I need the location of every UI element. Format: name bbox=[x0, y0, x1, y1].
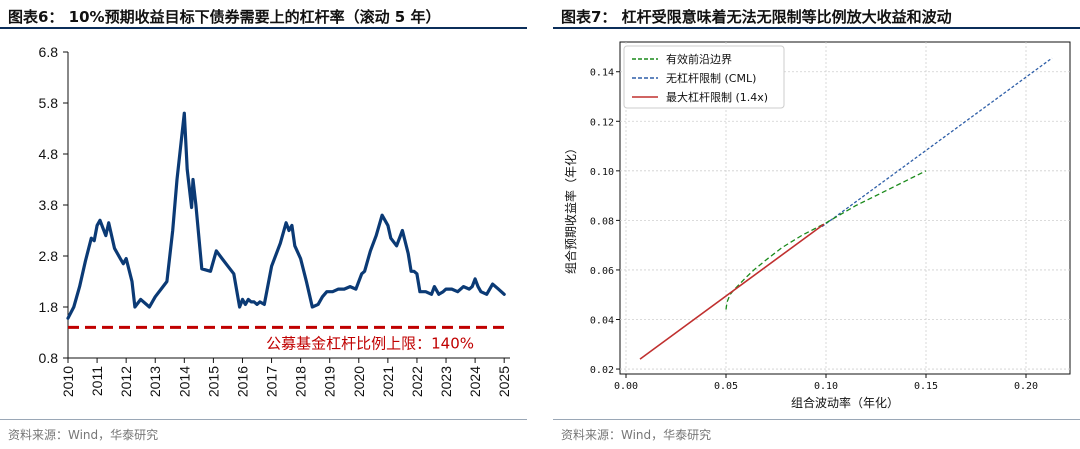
right-plot-frame bbox=[619, 41, 1071, 375]
legend-label-0: 有效前沿边界 bbox=[666, 52, 732, 66]
left-y-tick-label: 2.8 bbox=[39, 248, 59, 264]
left-x-tick-label: 2015 bbox=[205, 366, 221, 397]
right-x-tick-label: 0.05 bbox=[714, 381, 738, 392]
right-x-tick-label: 0.00 bbox=[614, 381, 638, 392]
right-y-tick-label: 0.12 bbox=[590, 117, 614, 128]
left-x-tick-label: 2013 bbox=[147, 366, 163, 397]
left-title-rule bbox=[0, 27, 527, 29]
right-title-rule bbox=[553, 27, 1080, 29]
right-y-tick-label: 0.14 bbox=[590, 68, 614, 79]
left-x-tick-label: 2012 bbox=[118, 366, 134, 397]
left-x-tick-label: 2011 bbox=[89, 366, 105, 396]
left-x-tick-label: 2022 bbox=[409, 366, 425, 397]
right-x-axis-label: 组合波动率（年化） bbox=[791, 395, 899, 410]
right-y-tick-label: 0.08 bbox=[590, 216, 614, 227]
leverage-cap-label: 公募基金杠杆比例上限：140% bbox=[266, 334, 474, 352]
left-x-tick-label: 2016 bbox=[234, 366, 250, 397]
left-x-tick-label: 2014 bbox=[176, 366, 192, 397]
left-y-tick-label: 5.8 bbox=[39, 95, 59, 111]
right-bottom-rule bbox=[553, 419, 1080, 420]
left-bottom-rule bbox=[0, 419, 527, 420]
left-x-tick-label: 2023 bbox=[438, 366, 454, 397]
right-y-axis-label: 组合预期收益率（年化） bbox=[563, 142, 578, 274]
series-line-1 bbox=[821, 57, 1053, 228]
series-line-2 bbox=[639, 223, 825, 360]
left-x-tick-label: 2024 bbox=[467, 366, 483, 397]
left-y-tick-label: 1.8 bbox=[39, 299, 59, 315]
left-chart-title: 图表6： 10%预期收益目标下债券需要上的杠杆率（滚动 5 年） bbox=[8, 8, 441, 26]
leverage-series-line bbox=[66, 111, 506, 320]
right-panel: 图表7： 杠杆受限意味着无法无限制等比例放大收益和波动 0.00 0.05 0.10… bbox=[553, 0, 1080, 449]
left-x-tick-label: 2019 bbox=[322, 366, 338, 397]
efficient-frontier-chart: 0.00 0.05 0.10 0.15 0.20 0.02 0.04 0.06 0.08 0.10… bbox=[563, 41, 1071, 410]
legend-box bbox=[623, 45, 785, 109]
left-x-tick-label: 2020 bbox=[351, 366, 367, 397]
right-y-tick-label: 0.10 bbox=[590, 167, 614, 178]
right-y-tick-label: 0.04 bbox=[590, 315, 614, 326]
right-chart-title: 图表7： 杠杆受限意味着无法无限制等比例放大收益和波动 bbox=[561, 8, 952, 26]
left-y-tick-label: 0.8 bbox=[39, 350, 59, 366]
legend-label-2: 最大杠杆限制 (1.4x) bbox=[666, 90, 768, 104]
right-x-tick-label: 0.20 bbox=[1014, 381, 1038, 392]
right-y-tick-label: 0.06 bbox=[590, 266, 614, 277]
legend-label-1: 无杠杆限制 (CML) bbox=[666, 71, 756, 85]
right-source-note: 资料来源：Wind，华泰研究 bbox=[561, 428, 712, 442]
left-x-tick-label: 2018 bbox=[293, 366, 309, 397]
right-x-tick-label: 0.10 bbox=[814, 381, 838, 392]
left-y-tick-label: 6.8 bbox=[39, 44, 59, 60]
left-x-tick-label: 2017 bbox=[264, 366, 280, 397]
series-line-0 bbox=[725, 170, 927, 310]
right-y-tick-label: 0.02 bbox=[590, 365, 614, 376]
left-x-tick-label: 2021 bbox=[380, 366, 396, 397]
left-y-tick-label: 4.8 bbox=[39, 146, 59, 162]
left-source-note: 资料来源：Wind，华泰研究 bbox=[8, 428, 159, 442]
right-x-tick-label: 0.15 bbox=[914, 381, 938, 392]
left-y-tick-label: 3.8 bbox=[39, 197, 59, 213]
left-panel: 图表6： 10%预期收益目标下债券需要上的杠杆率（滚动 5 年） 6.8 5.8 4… bbox=[0, 0, 527, 449]
left-x-tick-label: 2010 bbox=[60, 366, 76, 397]
left-x-tick-label: 2025 bbox=[496, 366, 512, 397]
